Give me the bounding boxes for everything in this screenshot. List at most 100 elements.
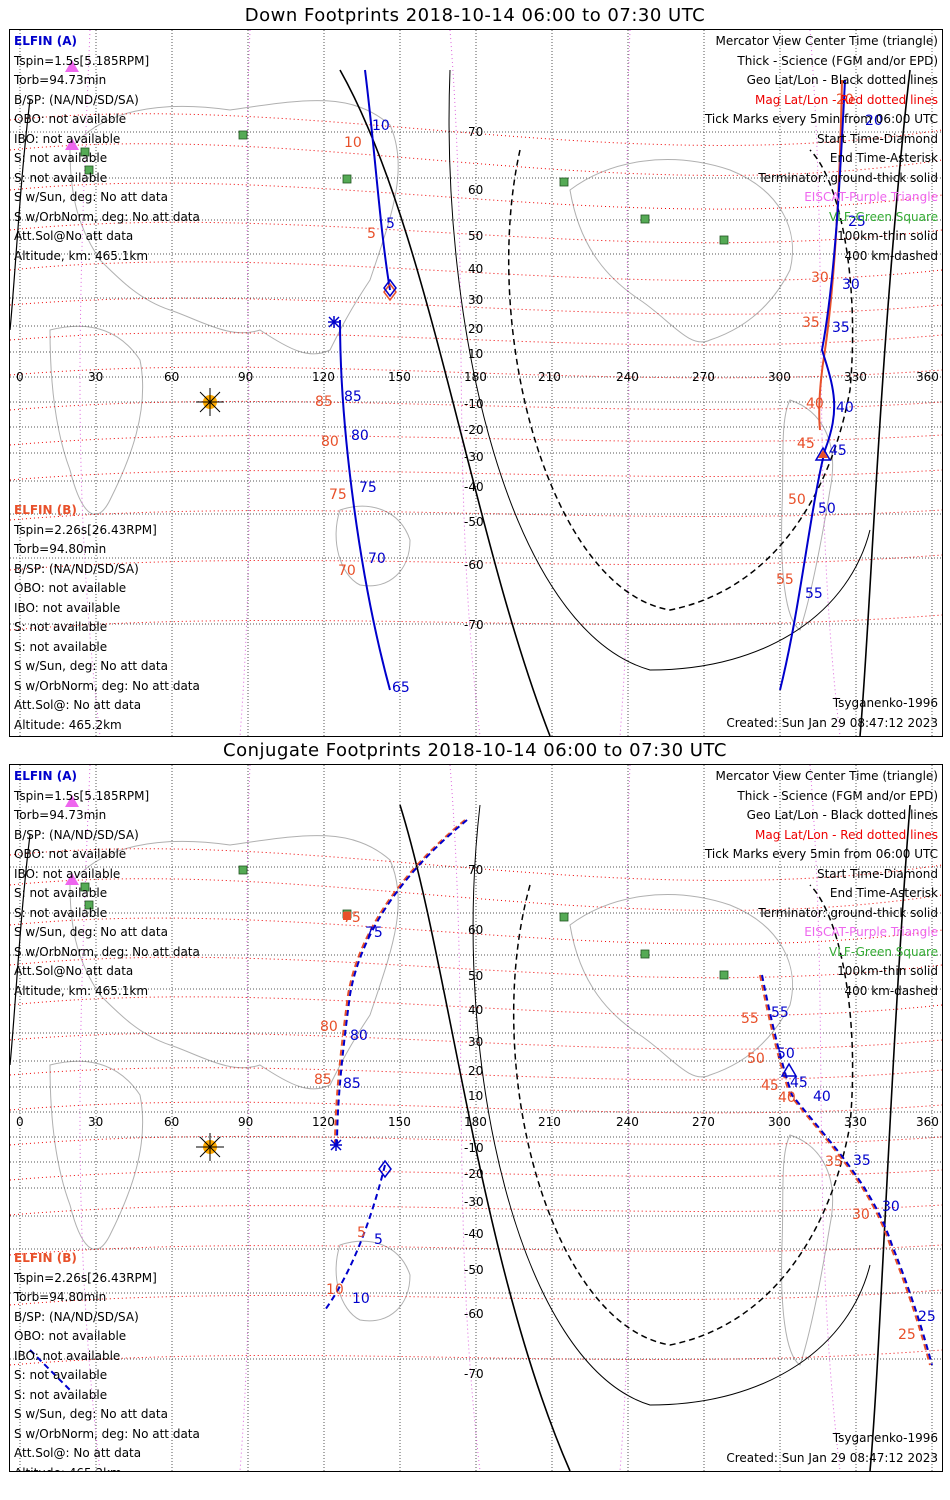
- info-line: IBO: not available: [14, 600, 121, 615]
- track-tick-label: 20: [865, 113, 883, 129]
- track-tick-label: 35: [802, 315, 820, 331]
- lat-tick: 20: [468, 322, 484, 336]
- info-line: OBO: not available: [14, 1329, 127, 1343]
- info-line: Altitude, km: 465.1km: [14, 983, 149, 998]
- lon-tick: 150: [388, 1115, 411, 1129]
- lon-tick: 360: [916, 1115, 939, 1129]
- info-line: Tspin=1.5s[5.185RPM]: [14, 53, 150, 68]
- down-footprints-map-panel: 0 30 60 90 120 150 180 210 240 270 300 3…: [9, 29, 943, 737]
- track-tick-label: 5: [374, 1232, 383, 1248]
- elfin-b-label: ELFIN (B): [14, 1251, 77, 1265]
- legend-line: Thick - Science (FGM and/or EPD): [737, 788, 938, 803]
- info-line: S w/Sun, deg: No att data: [14, 659, 168, 673]
- lon-tick: 180: [464, 370, 487, 384]
- lat-tick: -30: [464, 1195, 484, 1209]
- eiscat-triangle: [65, 60, 79, 72]
- track-tick-label: 30: [842, 277, 860, 293]
- lon-tick: 120: [312, 370, 335, 384]
- info-line: S: not available: [14, 1368, 108, 1382]
- legend-line: Terminator: ground-thick solid: [758, 170, 938, 185]
- legend-line: EISCAT-Purple Triangle: [804, 925, 938, 939]
- start-diamond: [378, 1159, 392, 1179]
- info-line: S w/Sun, deg: No att data: [14, 925, 168, 939]
- info-line: Att.Sol@: No att data: [14, 1446, 142, 1460]
- track-tick-label: 55: [771, 1005, 789, 1021]
- center-time-triangle: [814, 446, 832, 461]
- lon-tick: 30: [88, 370, 104, 384]
- map-legend: Mercator View Center Time (triangle) Thi…: [705, 767, 938, 1001]
- legend-line: Start Time-Diamond: [816, 131, 938, 146]
- info-line: S w/OrbNorm, deg: No att data: [14, 1426, 200, 1441]
- track-tick-label: 65: [392, 680, 410, 696]
- down-footprints-title: Down Footprints 2018-10-14 06:00 to 07:3…: [244, 5, 706, 26]
- track-tick-label: 40: [778, 1090, 796, 1106]
- lon-tick: 30: [88, 1115, 104, 1129]
- track-tick-label: 70: [338, 563, 356, 579]
- terminator-curves: [10, 804, 911, 1471]
- start-diamond-b: [383, 282, 397, 302]
- info-line: S: not available: [14, 170, 108, 185]
- continent-outlines: [49, 100, 834, 631]
- start-diamond-a: [383, 278, 397, 298]
- lon-tick: 300: [768, 1115, 791, 1129]
- info-line: Tspin=2.26s[26.43RPM]: [14, 522, 157, 537]
- info-line: Altitude: 465.2km: [14, 717, 122, 732]
- eiscat-triangle: [65, 873, 79, 885]
- center-time-triangle: [780, 1062, 798, 1077]
- info-line: S: not available: [14, 620, 108, 634]
- legend-line: EISCAT-Purple Triangle: [804, 190, 938, 204]
- created-label: Created: Sun Jan 29 08:47:12 2023: [726, 716, 938, 730]
- lat-tick: 10: [468, 347, 484, 361]
- legend-line: VLF-Green Square: [829, 944, 938, 959]
- lat-tick: 70: [468, 863, 484, 877]
- info-line: Tspin=1.5s[5.185RPM]: [14, 788, 150, 803]
- lat-tick: -50: [464, 515, 484, 529]
- info-line: IBO: not available: [14, 1348, 121, 1363]
- track-tick-label: 55: [741, 1011, 759, 1027]
- track-tick-label: 5: [367, 226, 376, 242]
- model-label: Tsyganenko-1996: [832, 696, 938, 710]
- conjugate-footprints-map-panel: 0 30 60 90 120 150 180 210 240 270 300 3…: [9, 764, 943, 1472]
- track-tick-label: 55: [776, 572, 794, 588]
- info-line: B/SP: (NA/ND/SD/SA): [14, 561, 139, 576]
- lat-tick: -50: [464, 1263, 484, 1277]
- lon-tick: 360: [916, 370, 939, 384]
- track-tick-label: 75: [343, 910, 361, 926]
- lat-tick: -10: [464, 1141, 484, 1155]
- elfin-b-label: ELFIN (B): [14, 503, 77, 517]
- model-label: Tsyganenko-1996: [832, 1431, 938, 1445]
- down-footprints-map: [10, 30, 942, 736]
- created-label: Created: Sun Jan 29 08:47:12 2023: [726, 1451, 938, 1465]
- info-line: Altitude: 465.2km: [14, 1464, 200, 1472]
- track-tick-label: 35: [853, 1153, 871, 1169]
- lon-tick: 240: [616, 370, 639, 384]
- mag-meridians: [79, 30, 841, 736]
- track-tick-label: 45: [761, 1078, 779, 1094]
- info-line: Att.Sol@: No att data: [14, 698, 142, 712]
- sun-icon: [196, 388, 224, 416]
- legend-line: 400 km-dashed: [844, 248, 938, 263]
- info-line: Torb=94.73min: [14, 808, 107, 822]
- lon-tick: 150: [388, 370, 411, 384]
- legend-line: Mag Lat/Lon - Red dotted lines: [754, 827, 938, 842]
- lat-tick: 50: [468, 229, 484, 243]
- elfin-tracks: [29, 819, 933, 1391]
- track-tick-label: 40: [813, 1089, 831, 1105]
- info-line: IBO: not available: [14, 131, 121, 146]
- legend-line: VLF-Green Square: [829, 209, 938, 224]
- legend-line: End Time-Asterisk: [829, 151, 938, 165]
- track-tick-label: 85: [314, 1072, 332, 1088]
- eiscat-triangle: [65, 138, 79, 150]
- track-tick-label: 10: [372, 118, 390, 134]
- lat-tick: -40: [464, 480, 484, 494]
- lon-tick: 90: [238, 370, 254, 384]
- track-tick-label: 5: [386, 216, 395, 232]
- legend-line: Terminator: ground-thick solid: [758, 905, 938, 920]
- track-tick-label: 70: [368, 551, 386, 567]
- track-tick-label: 75: [359, 480, 377, 496]
- lon-tick: 60: [164, 1115, 180, 1129]
- conjugate-footprints-title: Conjugate Footprints 2018-10-14 06:00 to…: [223, 740, 727, 761]
- legend-line: Thick - Science (FGM and/or EPD): [737, 53, 938, 68]
- lon-tick: 180: [464, 1115, 487, 1129]
- info-line: B/SP: (NA/ND/SD/SA): [14, 92, 139, 107]
